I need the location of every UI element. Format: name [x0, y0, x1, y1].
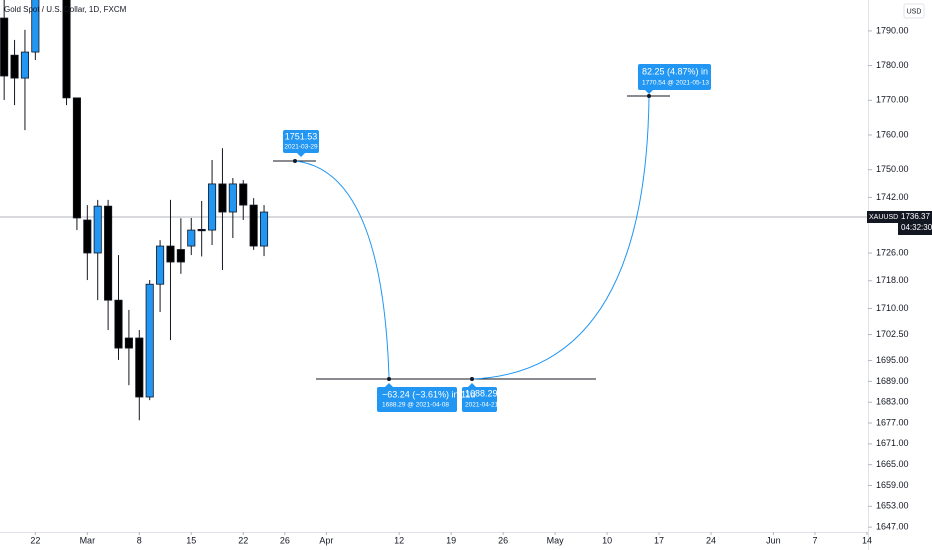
y-tick-label: 1742.00	[876, 192, 909, 202]
candle-body	[62, 0, 71, 99]
candle-body	[156, 245, 165, 285]
candle-body	[249, 204, 258, 247]
point	[647, 94, 651, 98]
annotation-subtitle: 2021-04-21	[465, 402, 499, 409]
annotation-pointer	[297, 153, 305, 157]
y-tick-label: 1750.00	[876, 164, 909, 174]
annotation-box	[377, 387, 457, 412]
candle-body	[218, 183, 227, 213]
candle-body	[10, 54, 19, 79]
annotation-title: 1751.53	[285, 131, 318, 141]
candle-body	[176, 249, 185, 263]
plot	[0, 0, 868, 421]
arc	[294, 160, 390, 378]
symbol-badge	[867, 210, 898, 223]
x-tick-label: 26	[498, 535, 508, 545]
y-tick-label: 1647.00	[876, 522, 909, 532]
point	[387, 377, 391, 381]
y-tick-label: 1710.00	[876, 303, 909, 313]
x-tick-label: May	[547, 535, 565, 545]
x-tick-label: Mar	[80, 535, 96, 545]
candle-body	[259, 211, 269, 247]
point	[470, 377, 474, 381]
last-price-label: 1736.37	[901, 212, 930, 221]
x-tick-label: Apr	[319, 535, 333, 545]
currency-button-label[interactable]: USD	[907, 8, 922, 15]
candle-body	[228, 183, 237, 213]
y-tick-label: 1689.00	[876, 376, 909, 386]
candle-body	[31, 0, 40, 53]
annotation-box	[462, 387, 497, 412]
chart-title: Gold Spot / U.S. Dollar, 1D, FXCM	[4, 5, 127, 14]
annotation-pointer	[468, 383, 476, 387]
candle-body	[187, 229, 196, 247]
annotation-box	[283, 130, 319, 153]
x-tick-label: 17	[654, 535, 664, 545]
countdown-label: 04:32:30	[901, 223, 932, 232]
candle-body	[114, 299, 123, 349]
annotation-pointer	[385, 383, 393, 387]
annotation-subtitle: 1770.54 @ 2021-05-13	[642, 80, 709, 87]
candle-body	[197, 228, 206, 232]
y-tick-label: 1702.50	[876, 329, 909, 339]
y-tick-label: 1671.00	[876, 438, 909, 448]
x-tick-label: 12	[394, 535, 404, 545]
annotation-title: −63.24 (−3.61%) in 11d	[382, 389, 475, 399]
annotation-title: 1688.29	[465, 388, 498, 398]
candle-body	[135, 337, 144, 398]
x-tick-label: 19	[446, 535, 456, 545]
y-tick-label: 1665.00	[876, 459, 909, 469]
candle-body	[20, 51, 29, 79]
symbol-label: XAUUSD	[869, 214, 898, 221]
candle-body	[145, 283, 154, 398]
arc	[471, 97, 650, 380]
x-tick-label: 26	[280, 535, 290, 545]
candle-body	[83, 219, 92, 254]
candle-body	[72, 97, 81, 219]
y-tick-label: 1677.00	[876, 417, 909, 427]
x-tick-label: 8	[137, 535, 142, 545]
price-badge	[898, 210, 932, 235]
candle-body	[104, 205, 113, 301]
x-tick-label: 7	[812, 535, 817, 545]
annotation-subtitle: 1688.29 @ 2021-04-08	[382, 402, 449, 409]
candle-body	[239, 183, 248, 206]
candle-body	[124, 337, 133, 349]
drawings	[273, 64, 711, 412]
candle-body	[166, 245, 175, 263]
candle-body	[0, 17, 9, 77]
y-tick-label: 1653.00	[876, 501, 909, 511]
x-tick-label: 10	[602, 535, 612, 545]
x-tick-label: 15	[186, 535, 196, 545]
annotation-pointer	[645, 90, 653, 94]
y-tick-label: 1718.00	[876, 275, 909, 285]
candle-body	[93, 205, 102, 254]
y-tick-label: 1683.00	[876, 397, 909, 407]
annotation-subtitle: 2021-03-29	[284, 144, 318, 151]
annotation-title: 82.25 (4.87%) in 23d	[642, 66, 726, 76]
y-tick-label: 1659.00	[876, 480, 909, 490]
point	[293, 159, 297, 163]
y-tick-label: 1695.00	[876, 355, 909, 365]
currency-button[interactable]	[903, 3, 925, 19]
x-tick-label: Jun	[766, 535, 781, 545]
y-tick-label: 1770.00	[876, 95, 909, 105]
y-tick-label: 1760.00	[876, 129, 909, 139]
x-tick-label: 24	[706, 535, 716, 545]
y-tick-label: 1790.00	[876, 25, 909, 35]
y-tick-label: 1780.00	[876, 60, 909, 70]
x-tick-label: 22	[30, 535, 40, 545]
annotation-box	[638, 64, 711, 90]
y-tick-label: 1726.00	[876, 247, 909, 257]
x-tick-label: 14	[862, 535, 872, 545]
candle-body	[208, 183, 217, 231]
x-tick-label: 22	[238, 535, 248, 545]
